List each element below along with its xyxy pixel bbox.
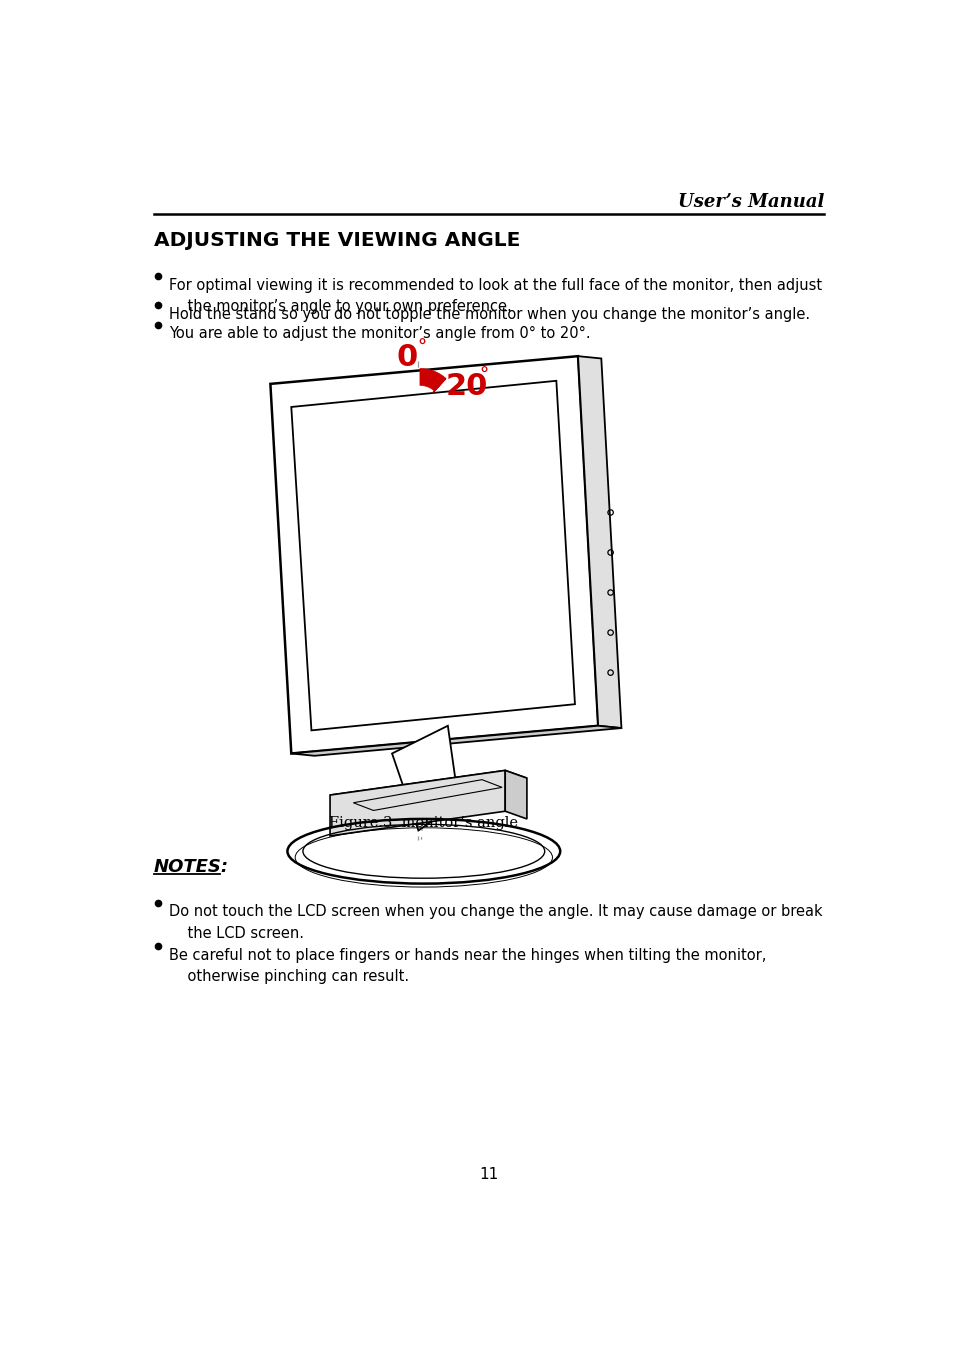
Text: User’s Manual: User’s Manual <box>678 193 823 211</box>
Text: °: ° <box>417 339 426 357</box>
Text: Be careful not to place fingers or hands near the hinges when tilting the monito: Be careful not to place fingers or hands… <box>169 947 765 984</box>
Polygon shape <box>505 770 526 819</box>
Polygon shape <box>291 725 620 755</box>
Text: 0: 0 <box>396 343 417 372</box>
Text: Hold the stand so you do not topple the monitor when you change the monitor’s an: Hold the stand so you do not topple the … <box>169 307 809 322</box>
Polygon shape <box>330 770 505 836</box>
Polygon shape <box>392 725 458 831</box>
Polygon shape <box>270 357 598 754</box>
Polygon shape <box>419 369 445 390</box>
Polygon shape <box>578 357 620 728</box>
Text: You are able to adjust the monitor’s angle from 0° to 20°.: You are able to adjust the monitor’s ang… <box>169 326 590 342</box>
Polygon shape <box>330 770 526 802</box>
Text: Do not touch the LCD screen when you change the angle. It may cause damage or br: Do not touch the LCD screen when you cha… <box>169 904 821 942</box>
Polygon shape <box>291 381 575 731</box>
Text: NOTES:: NOTES: <box>154 858 229 877</box>
Polygon shape <box>433 378 445 393</box>
Text: °: ° <box>478 366 488 385</box>
Text: Figure.3. monitor’s angle: Figure.3. monitor’s angle <box>329 816 517 830</box>
Text: For optimal viewing it is recommended to look at the full face of the monitor, t: For optimal viewing it is recommended to… <box>169 277 821 315</box>
Text: ADJUSTING THE VIEWING ANGLE: ADJUSTING THE VIEWING ANGLE <box>154 231 520 250</box>
Text: 11: 11 <box>478 1167 498 1182</box>
Text: 20: 20 <box>445 372 487 401</box>
